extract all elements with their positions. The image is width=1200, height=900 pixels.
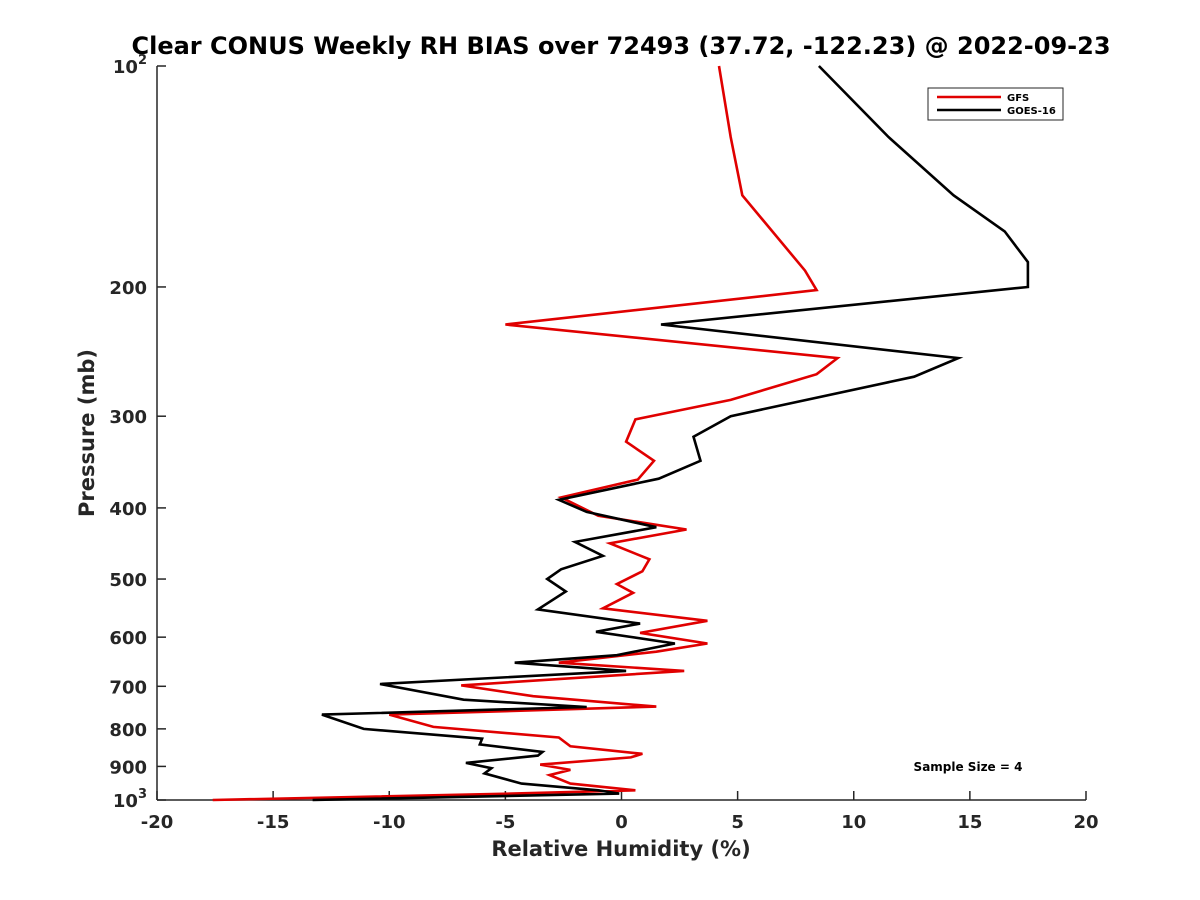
y-tick-label: 400 — [109, 499, 147, 520]
sample-size-annotation: Sample Size = 4 — [914, 760, 1023, 774]
y-tick-label: 102 — [113, 53, 147, 78]
legend-label-gfs: GFS — [1007, 93, 1029, 104]
chart-title: Clear CONUS Weekly RH BIAS over 72493 (3… — [131, 32, 1110, 60]
y-axis: 102 200 300 400 500 600 700 800 900 103 — [109, 53, 166, 812]
x-tick-label: -5 — [495, 812, 515, 833]
plot-axes — [156, 66, 1086, 801]
x-tick-label: -20 — [141, 812, 174, 833]
y-tick-label: 800 — [109, 720, 147, 741]
series-layer — [212, 65, 1030, 802]
series-line-goes16 — [312, 65, 1030, 802]
y-tick-label: 700 — [109, 677, 147, 698]
y-tick-label: 600 — [109, 628, 147, 649]
y-tick-label: 200 — [109, 278, 147, 299]
x-tick-label: 0 — [615, 812, 628, 833]
x-tick-label: -15 — [257, 812, 290, 833]
y-axis-label: Pressure (mb) — [75, 349, 99, 517]
legend: GFS GOES-16 — [927, 87, 1064, 121]
y-tick-label: 900 — [109, 757, 147, 778]
y-tick-label: 300 — [109, 407, 147, 428]
legend-box — [927, 87, 1064, 121]
legend-label-goes16: GOES-16 — [1007, 106, 1056, 117]
x-tick-label: 15 — [957, 812, 982, 833]
x-axis-label: Relative Humidity (%) — [491, 837, 750, 861]
x-tick-label: -10 — [373, 812, 406, 833]
x-axis: -20 -15 -10 -5 0 5 10 15 20 — [141, 791, 1099, 833]
x-tick-label: 20 — [1073, 812, 1098, 833]
x-tick-label: 10 — [841, 812, 866, 833]
y-tick-label: 103 — [113, 787, 147, 812]
series-line-gfs — [212, 65, 841, 802]
x-tick-label: 5 — [731, 812, 744, 833]
y-tick-label: 500 — [109, 570, 147, 591]
